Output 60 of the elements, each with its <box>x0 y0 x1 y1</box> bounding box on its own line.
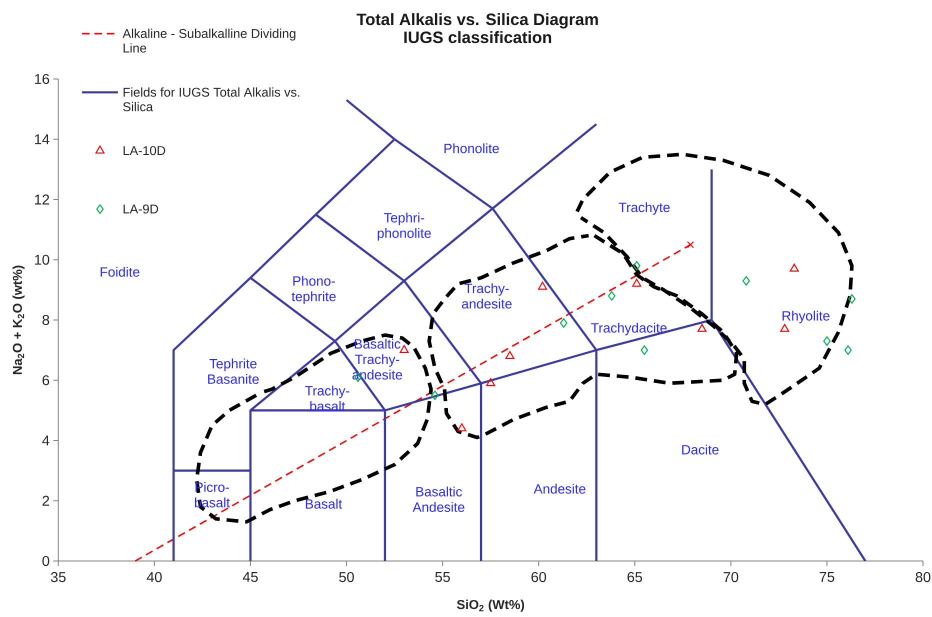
legend-label: LA-9D <box>124 204 158 214</box>
point <box>632 278 642 287</box>
x-tick-label: 65 <box>628 572 642 582</box>
point <box>457 423 466 432</box>
annotation: Tephri-phonolite <box>378 212 431 241</box>
point <box>632 261 640 271</box>
point <box>697 324 707 332</box>
y-tick-label: 2 <box>42 496 50 506</box>
legend-label: Alkaline - Subalkalline Dividing Line <box>122 28 296 53</box>
point <box>608 291 616 301</box>
annotation: Rhyolite <box>782 310 830 324</box>
point <box>844 345 852 355</box>
point <box>790 264 799 272</box>
annotation: Dacite <box>682 444 719 454</box>
annotation: Phono-tephrite <box>292 276 336 304</box>
annotation: Trachydacite <box>591 322 667 336</box>
point <box>780 324 790 332</box>
annotation: Foidite <box>100 266 140 277</box>
y-tick-label: 6 <box>42 375 50 386</box>
y-tick-label: 8 <box>42 314 50 326</box>
x-tick-label: 80 <box>916 572 930 582</box>
y-axis-title: Na$_{2}$O + K$_{2}$O (wt%) <box>12 266 25 374</box>
x-axis-title: SiO$_{2}$ (Wt%) <box>456 600 524 612</box>
x-tick-label: 75 <box>820 572 834 582</box>
annotation: Trachyte <box>618 202 670 215</box>
x-tick-label: 50 <box>339 572 354 582</box>
y-tick-label: 0 <box>42 556 50 566</box>
x-tick-label: 45 <box>242 572 258 582</box>
point <box>400 344 409 353</box>
point <box>823 336 831 346</box>
y-tick-label: 12 <box>35 194 50 204</box>
point <box>431 390 439 400</box>
point <box>640 345 648 355</box>
annotation: Phonolite <box>444 143 499 154</box>
point <box>848 294 856 304</box>
annotation: Trachy-basalt <box>305 386 350 411</box>
x-tick-label: 60 <box>531 572 546 582</box>
point <box>560 318 568 328</box>
annotation: Basaltic Andesite <box>412 486 464 512</box>
annotation: Tephrite Basanite <box>208 358 259 384</box>
point <box>742 276 750 286</box>
x-tick-label: 70 <box>724 572 738 582</box>
y-tick-label: 14 <box>35 134 50 144</box>
chart-subtitle: IUGS classification <box>404 31 552 44</box>
y-tick-label: 16 <box>35 74 50 84</box>
y-tick-label: 10 <box>35 254 50 265</box>
x-tick-label: 40 <box>146 572 162 582</box>
annotation: Basalt <box>306 498 342 509</box>
point <box>486 378 496 386</box>
point <box>538 282 548 290</box>
point <box>686 241 694 248</box>
x-tick-label: 35 <box>50 572 66 582</box>
chart-title: Total Alkalis vs. Silica Diagram <box>356 13 598 28</box>
annotation: Trachy-andesite <box>462 283 512 309</box>
x-tick-label: 55 <box>435 572 450 582</box>
annotation: Andesite <box>534 484 586 494</box>
point <box>505 350 514 359</box>
legend-label: Fields for IUGS Total Alkalis vs. Silica <box>123 87 300 112</box>
y-tick-label: 4 <box>42 436 50 446</box>
legend-label: LA-10D <box>124 146 166 156</box>
